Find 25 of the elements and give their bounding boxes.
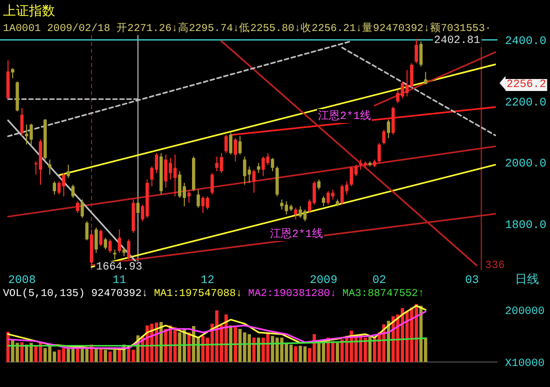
x-tick-label: 11 bbox=[112, 274, 126, 287]
text: MA1:197547088↓ bbox=[154, 288, 242, 300]
chart-title: 上证指数 bbox=[3, 4, 55, 19]
x-tick-label: 12 bbox=[200, 274, 215, 287]
text: 2256.2 bbox=[506, 79, 546, 91]
text: MA2:190381280↓ bbox=[248, 288, 336, 300]
y-tick-label: 2200.0 bbox=[505, 96, 547, 110]
x-tick-label: 02 bbox=[372, 274, 386, 287]
annotation: 江恩2*1线 bbox=[318, 109, 371, 123]
x-tick-label: 2008 bbox=[8, 274, 36, 287]
annotation: 1664.93 bbox=[96, 261, 142, 274]
text: 200000 bbox=[505, 306, 545, 318]
text: X10000 bbox=[505, 358, 545, 370]
x-tick-label: 03 bbox=[465, 274, 480, 287]
annotation: 2402.81 bbox=[434, 35, 481, 48]
text: MA3:88747552↑ bbox=[342, 288, 424, 300]
x-axis-title: 日线 bbox=[515, 273, 539, 287]
y-tick-label: 2400.0 bbox=[505, 34, 547, 48]
chart-title: VOL(5,10,135) 92470392↓ bbox=[3, 288, 148, 300]
y-tick-label: 2000.0 bbox=[505, 158, 547, 171]
y-tick-label: 1800.0 bbox=[505, 218, 547, 232]
x-tick-label: 2009 bbox=[310, 274, 338, 287]
annotation: 江恩2*1线 bbox=[270, 227, 323, 241]
chart-subtitle: 1A0001 2009/02/18 开2271.26↓高2295.74↓低2255.80↓收2256.21↓量92470392↓额7031553· bbox=[3, 21, 492, 35]
annotation: 336 bbox=[485, 260, 505, 272]
